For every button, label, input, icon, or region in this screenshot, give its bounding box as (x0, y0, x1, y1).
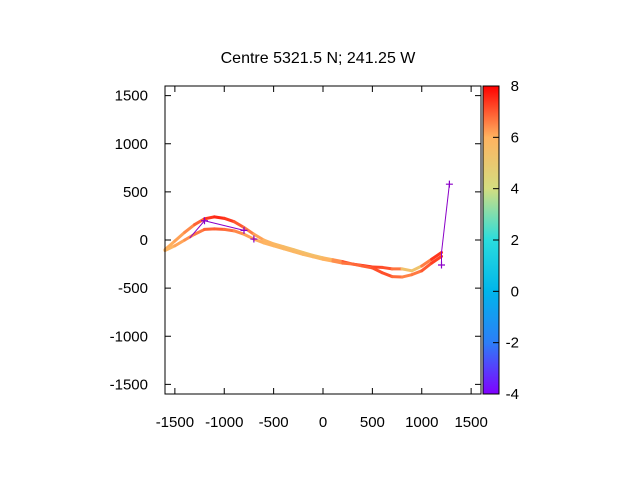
colorbar-tick-label: 2 (511, 232, 519, 249)
track-upper-segment (291, 248, 305, 255)
connector-line (189, 220, 205, 239)
track-upper-segment (203, 215, 216, 221)
track-lower-segment (361, 264, 374, 270)
track-lower-segment (351, 262, 364, 268)
track-upper-segment (282, 245, 295, 252)
track-upper-segment (212, 215, 226, 220)
track-upper-segment (262, 238, 276, 246)
track-lower-segment (163, 244, 177, 253)
track-lower-segment (262, 241, 276, 248)
track-upper-segment (232, 220, 246, 229)
data-marker (438, 261, 445, 269)
track-lower-segment (173, 238, 187, 248)
colorbar-tick-label: 4 (511, 181, 519, 198)
track-lower-segment (380, 271, 394, 279)
x-tick-label: 1000 (405, 414, 438, 431)
connector-line (441, 184, 450, 253)
track-lower-segment (430, 254, 443, 265)
track-upper-segment (173, 230, 187, 243)
data-marker (445, 180, 453, 188)
track-upper-segment (272, 242, 285, 249)
track-lower-segment (291, 250, 305, 256)
track-upper-segment (252, 232, 266, 242)
y-tick-label: 1000 (115, 136, 148, 153)
track-lower-segment (282, 247, 295, 254)
plot-frame (164, 85, 482, 395)
track-lower-segment (331, 259, 345, 265)
x-tick-label: -500 (259, 414, 289, 431)
track-upper-segment (242, 225, 256, 236)
colorbar-tick-label: 0 (511, 283, 519, 300)
data-marker (201, 217, 208, 225)
track-lower-segment (222, 227, 236, 233)
track-upper-segment (400, 267, 414, 273)
track-lower-segment (183, 232, 197, 242)
track-upper-segment (420, 257, 434, 268)
colorbar-tick-label: 6 (511, 129, 519, 146)
y-tick-label: 500 (123, 184, 148, 201)
track-lower-segment (370, 266, 384, 275)
track-lower-segment (341, 261, 355, 266)
colorbar-tick-label: 8 (511, 78, 519, 95)
track-lower-segment (301, 252, 315, 259)
track-lower-segment (232, 229, 246, 236)
track-upper-segment (410, 264, 424, 273)
y-tick-label: 1500 (115, 88, 148, 105)
track-lower-segment (272, 244, 285, 251)
track-lower-segment (311, 255, 325, 261)
data-marker (250, 235, 258, 243)
track-lower-segment (242, 232, 256, 241)
track-lower-segment (321, 257, 335, 263)
colorbar-tick-label: -2 (506, 335, 519, 352)
y-tick-label: -500 (118, 280, 148, 297)
track-upper-segment (193, 217, 206, 227)
track-upper-segment (222, 216, 236, 224)
connector-line (204, 220, 245, 231)
x-tick-label: 0 (319, 414, 327, 431)
x-tick-label: 1500 (454, 414, 487, 431)
track-lower-segment (420, 261, 434, 273)
colorbar-tick-label: -4 (506, 386, 519, 403)
track-upper-segment (380, 265, 394, 271)
track-lower-segment (252, 237, 266, 245)
y-tick-label: -1000 (110, 328, 148, 345)
y-tick-label: -1500 (110, 376, 148, 393)
x-tick-label: 500 (360, 414, 385, 431)
track-lower-segment (400, 273, 414, 279)
x-tick-label: -1000 (205, 414, 243, 431)
track-upper-segment (183, 223, 197, 234)
chart-title: Centre 5321.5 N; 241.25 W (221, 50, 417, 67)
track-lower-segment (410, 269, 424, 277)
x-tick-label: -1500 (156, 414, 194, 431)
y-tick-label: 0 (140, 232, 148, 249)
track-upper-segment (430, 251, 443, 261)
data-marker (240, 226, 248, 234)
track-lower-segment (193, 227, 206, 236)
